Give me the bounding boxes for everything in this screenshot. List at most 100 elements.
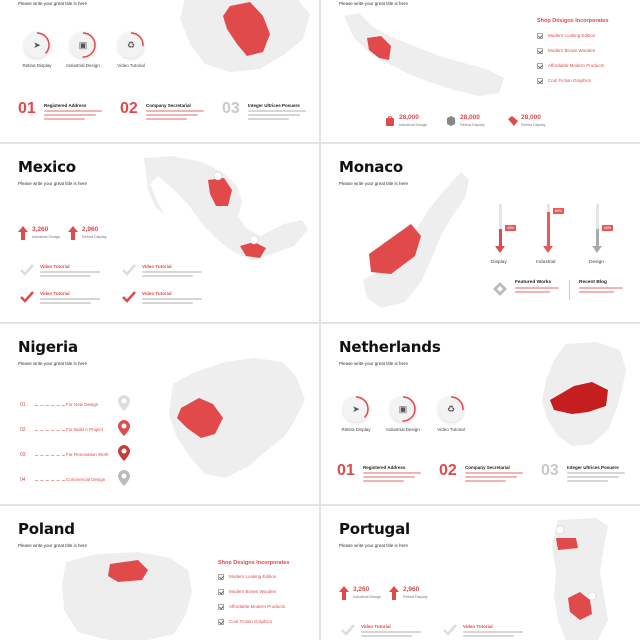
- checklist-label: Modern Brown Wooden: [548, 48, 596, 54]
- map-pin-icon: [118, 445, 130, 461]
- item-title: Company Secretarial: [465, 465, 510, 470]
- item-title: Integer Ultrices Posuere: [567, 465, 619, 470]
- checklist-item[interactable]: Cool Fiction Graphics: [537, 78, 591, 84]
- slide-title: Monaco: [339, 158, 404, 176]
- stat-value: 2,960: [82, 226, 99, 233]
- bar-fill: [499, 229, 502, 246]
- checklist-label: Cool Fiction Graphics: [229, 619, 273, 625]
- check-icon: [443, 624, 457, 636]
- item-number: 01: [337, 462, 355, 479]
- stat-value: 28,000: [399, 114, 419, 121]
- feature-circle-video[interactable]: ♻ Video Tutorial: [431, 396, 471, 432]
- item-text-lines: [567, 472, 625, 484]
- checkbox-icon: [537, 33, 543, 39]
- feature-title: Video Tutorial: [40, 264, 70, 269]
- project-label: For New Design: [66, 402, 99, 407]
- checklist-label: Affordable Modern Products: [548, 63, 604, 69]
- slide-subtitle: Please write your great title is here: [18, 543, 88, 548]
- stat-label: Industrial Design: [399, 123, 428, 127]
- slide-netherlands[interactable]: Netherlands Please write your great titl…: [321, 324, 640, 504]
- country-map: [175, 0, 315, 76]
- project-label: Commercial Design: [66, 477, 106, 482]
- item-text-lines: [248, 110, 306, 122]
- project-label: For Build A Project: [66, 427, 104, 432]
- dashed-connector: [35, 430, 65, 431]
- slide-title: Mexico: [18, 158, 76, 176]
- map-pin-icon: [118, 395, 130, 411]
- feature-circle-retina[interactable]: ➤ Retina Display: [336, 396, 376, 432]
- feature-text-lines: [40, 298, 100, 306]
- project-row[interactable]: 01 For New Design: [20, 395, 140, 415]
- bank-icon: ▣: [398, 404, 408, 414]
- bar-label: Design: [589, 260, 604, 265]
- diamond-icon: [493, 282, 507, 296]
- check-icon: [122, 264, 136, 276]
- feature-title: Featured Works: [515, 280, 552, 285]
- project-row[interactable]: 04 Commercial Design: [20, 470, 140, 490]
- tag-icon: [507, 114, 518, 126]
- bar-percent-tag: 40%: [602, 225, 614, 231]
- feature-text-lines: [361, 631, 421, 639]
- checklist-item[interactable]: Cool Fiction Graphics: [218, 619, 272, 625]
- arrow-up-icon: [389, 586, 399, 600]
- stat-label: Retina Display: [460, 123, 485, 127]
- slide-subtitle: Please write your great title is here: [18, 361, 88, 366]
- divider: [569, 280, 570, 300]
- checkbox-icon: [218, 589, 224, 595]
- project-number: 02: [20, 427, 26, 433]
- bar-fill: [596, 229, 599, 246]
- stat-value: 28,000: [521, 114, 541, 121]
- stat-value: 3,260: [32, 226, 49, 233]
- stat-label: Retina Display: [521, 123, 546, 127]
- checklist-item[interactable]: Modern Looking Edition: [218, 574, 276, 580]
- slide-poland[interactable]: Poland Please write your great title is …: [0, 506, 319, 640]
- checklist-item[interactable]: Affordable Modern Products: [537, 63, 604, 69]
- list-heading: Shop Designs Incorporates: [218, 560, 290, 566]
- bar-fill: [547, 212, 550, 246]
- feature-text-lines: [463, 631, 523, 639]
- slide-top-left[interactable]: Please write your great title is here ➤ …: [0, 0, 319, 142]
- feature-title: Video Tutorial: [40, 291, 70, 296]
- feature-circle-retina[interactable]: ➤ Retina Display: [17, 32, 57, 68]
- slide-nigeria[interactable]: Nigeria Please write your great title is…: [0, 324, 319, 504]
- feature-circle-industrial[interactable]: ▣ Industrial Design: [383, 396, 423, 432]
- feature-text-lines: [579, 287, 623, 295]
- checklist-item[interactable]: Affordable Modern Products: [218, 604, 285, 610]
- project-number: 03: [20, 452, 26, 458]
- dashed-connector: [35, 480, 65, 481]
- slide-top-right[interactable]: Please write your great title is here Sh…: [321, 0, 640, 142]
- slide-subtitle: Please write your great title is here: [18, 1, 88, 6]
- item-number: 02: [120, 100, 138, 117]
- item-text-lines: [146, 110, 204, 122]
- circle-label: Video Tutorial: [117, 63, 145, 68]
- checklist-item[interactable]: Modern Looking Edition: [537, 33, 595, 39]
- check-icon: [122, 291, 136, 303]
- item-number: 02: [439, 462, 457, 479]
- feature-circle-industrial[interactable]: ▣ Industrial Design: [63, 32, 103, 68]
- slide-subtitle: Please write your great title is here: [18, 181, 88, 186]
- slide-portugal[interactable]: Portugal Please write your great title i…: [321, 506, 640, 640]
- arrow-down-icon: [592, 246, 602, 253]
- slide-title: Nigeria: [18, 338, 78, 356]
- slide-mexico[interactable]: Mexico Please write your great title is …: [0, 144, 319, 322]
- project-row[interactable]: 03 For Renovation Work: [20, 445, 140, 465]
- checkbox-icon: [218, 604, 224, 610]
- checklist-item[interactable]: Modern Brown Wooden: [218, 589, 276, 595]
- bar-track: [596, 204, 599, 246]
- checklist-item[interactable]: Modern Brown Wooden: [537, 48, 595, 54]
- feature-circle-video[interactable]: ♻ Video Tutorial: [111, 32, 151, 68]
- feature-text-lines: [142, 271, 202, 279]
- paper-plane-icon: ➤: [352, 404, 360, 414]
- project-row[interactable]: 02 For Build A Project: [20, 420, 140, 440]
- checkbox-icon: [218, 619, 224, 625]
- item-title: Registered Address: [44, 103, 87, 108]
- checkbox-icon: [537, 48, 543, 54]
- check-icon: [20, 264, 34, 276]
- stat-label: Industrial Design: [353, 595, 382, 599]
- check-icon: [20, 291, 34, 303]
- stat-label: Retina Display: [403, 595, 428, 599]
- feature-title: Video Tutorial: [142, 291, 172, 296]
- map-pin-icon: [118, 420, 130, 436]
- slide-subtitle: Please write your great title is here: [339, 361, 409, 366]
- slide-monaco[interactable]: Monaco Please write your great title is …: [321, 144, 640, 322]
